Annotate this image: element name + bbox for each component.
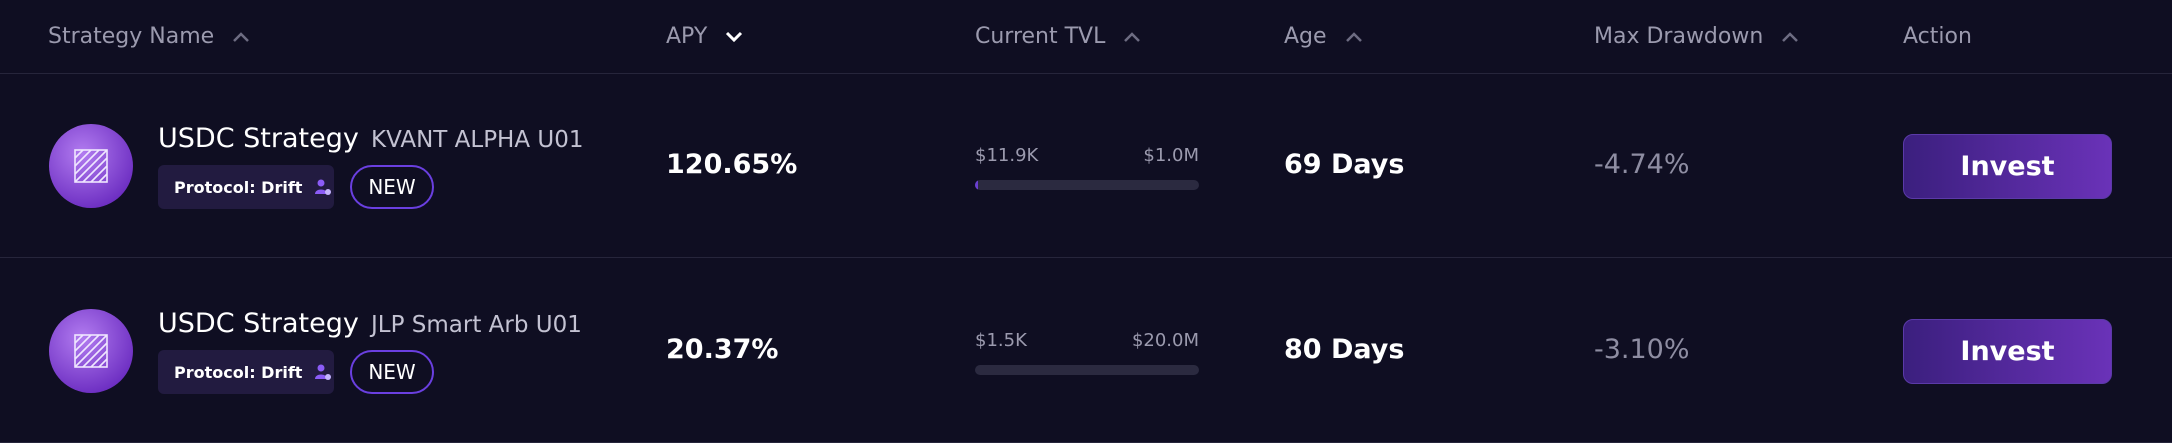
invest-button[interactable]: Invest [1903, 134, 2112, 199]
tvl-fill [975, 180, 978, 190]
protocol-icon [314, 363, 332, 381]
sort-icon [725, 31, 743, 43]
protocol-badge: Protocol: Drift [158, 165, 334, 209]
sort-icon [1345, 31, 1363, 43]
apy: 20.37% [666, 334, 778, 365]
strategy-subtitle: KVANT ALPHA U01 [371, 127, 584, 153]
column-header: Action [1903, 0, 1972, 73]
max-drawdown: -3.10% [1594, 334, 1690, 365]
tvl-cap: $1.0M [1143, 145, 1199, 166]
table-header: Strategy Name APY Current TVL Age Max Dr… [0, 0, 2172, 74]
header-text: Strategy Name [48, 24, 214, 49]
header-text: Current TVL [975, 24, 1105, 49]
protocol-badge: Protocol: Drift [158, 350, 334, 394]
sort-icon [1123, 31, 1141, 43]
protocol-text: Protocol: Drift [174, 178, 302, 197]
header-text: APY [666, 24, 707, 49]
max-drawdown: -4.74% [1594, 149, 1690, 180]
tvl-current: $11.9K [975, 145, 1038, 166]
strategy-avatar [48, 123, 134, 209]
sort-icon [1781, 31, 1799, 43]
header-text: Max Drawdown [1594, 24, 1763, 49]
protocol-text: Protocol: Drift [174, 363, 302, 382]
column-header[interactable]: Strategy Name [48, 0, 250, 73]
tvl-current: $1.5K [975, 330, 1027, 351]
table-row: USDC Strategy JLP Smart Arb U01 Protocol: … [0, 258, 2172, 443]
column-header[interactable]: Age [1284, 0, 1363, 73]
strategy-icon [48, 123, 134, 209]
column-header[interactable]: Current TVL [975, 0, 1141, 73]
tvl-bar [975, 365, 1199, 375]
strategy-name: USDC Strategy [158, 308, 359, 339]
new-badge: NEW [350, 165, 434, 209]
invest-button[interactable]: Invest [1903, 319, 2112, 384]
header-text: Action [1903, 24, 1972, 49]
strategy-name: USDC Strategy [158, 123, 359, 154]
tvl-cap: $20.0M [1132, 330, 1199, 351]
column-header[interactable]: Max Drawdown [1594, 0, 1799, 73]
strategy-subtitle: JLP Smart Arb U01 [371, 312, 582, 338]
column-header[interactable]: APY [666, 0, 743, 73]
protocol-icon [314, 178, 332, 196]
strategy-avatar [48, 308, 134, 394]
new-badge: NEW [350, 350, 434, 394]
age: 80 Days [1284, 334, 1404, 365]
table-row: USDC Strategy KVANT ALPHA U01 Protocol: Dr… [0, 73, 2172, 258]
sort-icon [232, 31, 250, 43]
apy: 120.65% [666, 149, 797, 180]
header-text: Age [1284, 24, 1327, 49]
tvl-bar [975, 180, 1199, 190]
strategy-icon [48, 308, 134, 394]
age: 69 Days [1284, 149, 1404, 180]
